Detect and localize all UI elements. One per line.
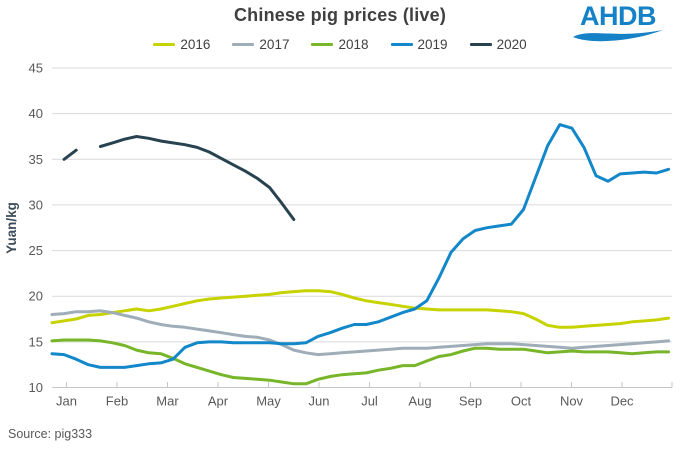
series-line-2016 [50, 289, 671, 329]
ahdb-swoosh-icon [573, 30, 663, 42]
legend-swatch-2018 [311, 43, 334, 46]
y-tick-label-15: 15 [29, 334, 43, 349]
legend-swatch-2017 [232, 43, 255, 46]
source-note: Source: pig333 [8, 427, 93, 441]
legend-item-2019: 2019 [390, 37, 448, 52]
x-tick-label-sep: Sep [459, 394, 482, 409]
legend-item-2016: 2016 [153, 37, 210, 52]
legend-swatch-2016 [153, 43, 176, 46]
legend-swatch-2020 [469, 43, 492, 46]
y-axis-title: Yuan/kg [4, 202, 19, 254]
x-tick-label-dec: Dec [610, 394, 634, 409]
chart-title: Chinese pig prices (live) [233, 5, 447, 25]
x-tick-label-jul: Jul [361, 394, 378, 409]
chart-legend: 2016 2017 2018 2019 2020 [0, 37, 680, 52]
x-tick-label-oct: Oct [511, 394, 532, 409]
legend-label-2018: 2018 [338, 37, 369, 52]
y-tick-label-10: 10 [29, 380, 43, 395]
legend-swatch-2019 [390, 43, 413, 46]
series-line-2017 [50, 309, 671, 357]
series-line-2018 [50, 338, 671, 386]
series-line-2020 [62, 135, 296, 221]
ahdb-logo: AHDB [570, 2, 666, 44]
legend-item-2018: 2018 [311, 37, 369, 52]
legend-item-2017: 2017 [232, 37, 289, 52]
series-line-2019 [50, 123, 671, 369]
x-tick-label-apr: Apr [208, 394, 229, 409]
x-tick-label-may: May [256, 394, 281, 409]
x-tick-label-aug: Aug [408, 394, 431, 409]
y-tick-label-35: 35 [29, 152, 43, 167]
y-tick-label-30: 30 [29, 197, 43, 212]
x-tick-label-jun: Jun [309, 394, 330, 409]
y-tick-label-45: 45 [29, 61, 43, 76]
x-tick-label-feb: Feb [106, 394, 128, 409]
x-tick-label-nov: Nov [560, 394, 584, 409]
y-tick-label-40: 40 [29, 106, 43, 121]
x-tick-label-jan: Jan [56, 394, 77, 409]
legend-label-2020: 2020 [496, 37, 527, 52]
y-tick-label-25: 25 [29, 243, 43, 258]
ahdb-logo-text: AHDB [580, 1, 657, 31]
legend-label-2016: 2016 [180, 37, 211, 52]
y-tick-label-20: 20 [29, 289, 43, 304]
x-tick-label-mar: Mar [156, 394, 179, 409]
legend-item-2020: 2020 [469, 37, 527, 52]
legend-label-2017: 2017 [259, 37, 290, 52]
legend-label-2019: 2019 [417, 37, 448, 52]
